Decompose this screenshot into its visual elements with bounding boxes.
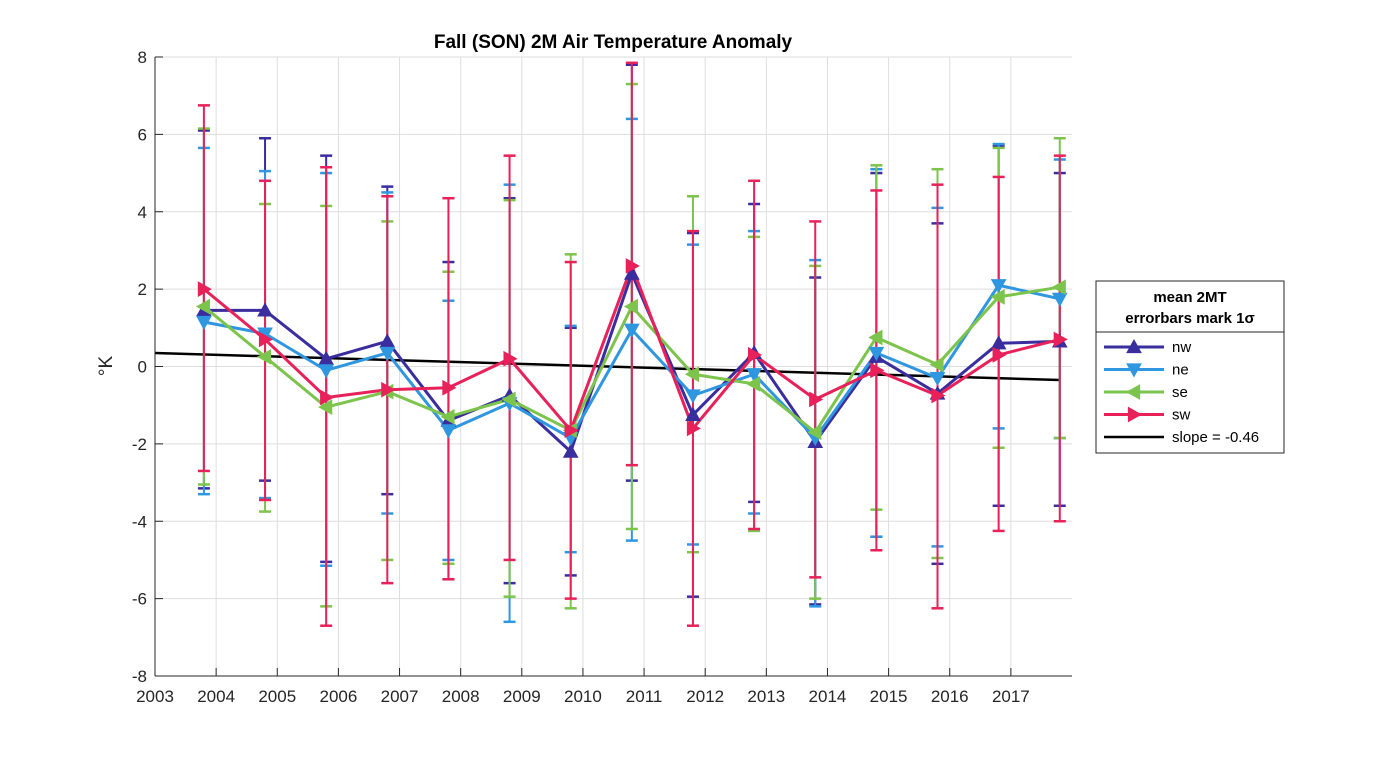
data-point-ne — [196, 315, 212, 331]
y-tick-label: 0 — [138, 358, 147, 377]
markers-ne — [196, 279, 1068, 447]
data-point-ne — [746, 368, 762, 383]
data-point-se — [501, 391, 516, 408]
data-point-ne — [623, 323, 640, 338]
legend-box — [1095, 280, 1285, 454]
data-point-sw — [381, 381, 396, 398]
data-point-nw — [623, 265, 640, 280]
legend-label-sw: sw — [1172, 407, 1191, 424]
data-point-sw — [931, 387, 946, 404]
y-tick-label: 4 — [138, 203, 147, 222]
data-point-sw — [809, 391, 824, 408]
y-tick-label: 2 — [138, 280, 147, 299]
data-point-nw — [990, 335, 1007, 350]
data-point-ne — [929, 372, 946, 387]
data-point-se — [318, 399, 333, 415]
data-point-se — [257, 348, 272, 365]
x-tick-label: 2013 — [747, 687, 785, 706]
data-point-ne — [685, 389, 701, 404]
legend-marker-sw — [1127, 406, 1143, 423]
x-tick-labels: 2003 2004 2005 2006 2007 2008 2009 2010 2011 2012… — [136, 687, 1030, 706]
data-point-sw — [870, 362, 885, 379]
x-tick-label: 2015 — [870, 687, 908, 706]
data-point-ne — [868, 346, 885, 361]
data-point-se — [746, 376, 761, 392]
data-point-sw — [320, 389, 335, 406]
data-point-se — [684, 366, 700, 383]
data-point-sw — [1053, 331, 1068, 348]
data-point-ne — [440, 424, 457, 439]
data-point-sw — [625, 258, 640, 274]
y-tick-labels: -8 -6 -4 -2 0 2 4 6 8 — [132, 48, 147, 686]
x-tick-label: 2008 — [442, 687, 480, 706]
data-point-se — [1051, 279, 1066, 296]
y-tick-label: 6 — [138, 125, 147, 144]
x-tick-label: 2011 — [626, 687, 663, 706]
legend-label-slope = -0.46: slope = -0.46 — [1172, 429, 1259, 446]
data-point-se — [990, 289, 1005, 305]
data-point-nw — [562, 443, 579, 458]
legend-title-line-2: errorbars mark 1σ — [1125, 310, 1255, 327]
data-point-sw — [748, 347, 763, 363]
data-point-se — [868, 329, 883, 346]
x-tick-label: 2003 — [136, 687, 174, 706]
y-tick-label: -8 — [132, 667, 147, 686]
data-point-ne — [379, 346, 396, 361]
legend-items: nw ne se sw slope = -0.46 — [1104, 338, 1259, 446]
data-point-sw — [503, 350, 518, 367]
data-point-se — [440, 408, 455, 425]
data-point-nw — [685, 406, 701, 421]
y-tick-label: 8 — [138, 48, 147, 67]
legend-marker-nw — [1126, 338, 1142, 354]
data-point-se — [929, 356, 944, 373]
x-tick-label: 2017 — [992, 687, 1030, 706]
x-tick-label: 2012 — [686, 687, 724, 706]
x-tick-label: 2016 — [931, 687, 969, 706]
data-point-ne — [318, 364, 335, 379]
legend-label-nw: nw — [1172, 339, 1191, 356]
y-tick-label: -6 — [132, 590, 147, 609]
y-tick-label: -4 — [132, 512, 147, 531]
data-point-se — [623, 298, 638, 315]
y-axis-label: °K — [96, 356, 117, 377]
legend-marker-ne — [1126, 363, 1142, 378]
data-point-sw — [442, 379, 457, 396]
y-tick-label: -2 — [132, 435, 147, 454]
axes — [154, 56, 1072, 677]
x-tick-label: 2006 — [319, 687, 357, 706]
legend-label-se: se — [1172, 384, 1188, 401]
legend: mean 2MT errorbars mark 1σ nw ne se sw slope… — [1095, 280, 1285, 454]
markers-se — [195, 279, 1066, 441]
data-point-ne — [990, 279, 1007, 294]
x-tick-label: 2010 — [564, 687, 602, 706]
x-tick-label: 2005 — [258, 687, 296, 706]
data-point-sw — [258, 331, 274, 348]
legend-label-ne: ne — [1172, 362, 1189, 379]
x-tick-label: 2009 — [503, 687, 541, 706]
data-point-se — [195, 298, 211, 315]
x-tick-label: 2007 — [381, 687, 419, 706]
data-point-sw — [564, 422, 579, 439]
data-point-se — [807, 424, 822, 441]
legend-title-line-1: mean 2MT — [1153, 289, 1226, 306]
data-point-nw — [257, 302, 273, 317]
data-point-sw — [197, 281, 212, 297]
data-point-sw — [686, 420, 702, 437]
data-point-ne — [1051, 292, 1068, 307]
legend-marker-se — [1125, 384, 1141, 400]
markers-sw — [197, 258, 1068, 439]
series-markers — [195, 258, 1068, 458]
x-tick-label: 2014 — [809, 687, 847, 706]
chart-title: Fall (SON) 2M Air Temperature Anomaly — [434, 32, 793, 53]
x-tick-label: 2004 — [197, 687, 235, 706]
data-point-sw — [992, 347, 1007, 363]
